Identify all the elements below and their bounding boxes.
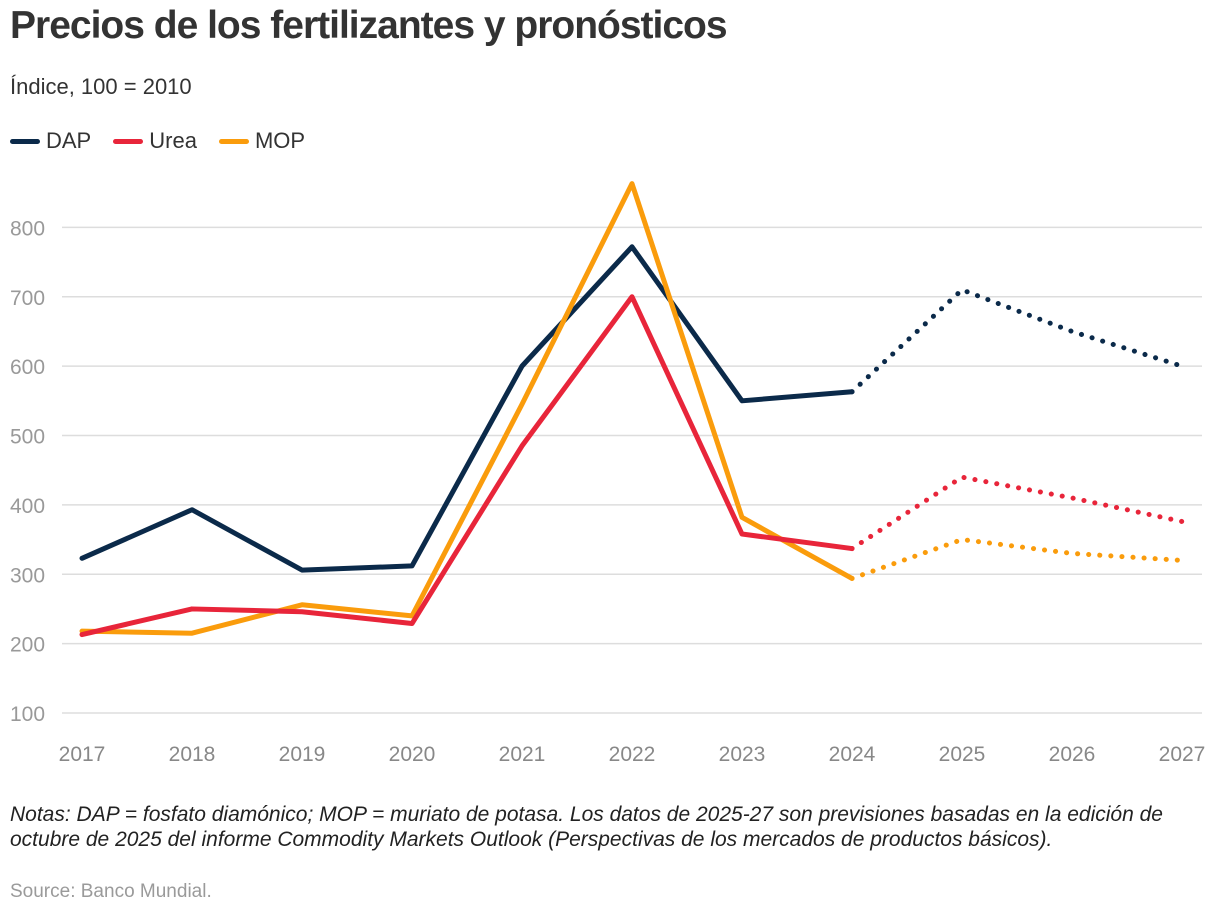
y-tick-label-300: 300 [10, 564, 45, 587]
series-forecast-line-urea [849, 474, 1185, 552]
y-tick-label-800: 800 [10, 217, 45, 240]
legend-swatch-mop [218, 138, 249, 144]
series-line-dap [79, 244, 855, 573]
x-tick-label-2025: 2025 [939, 743, 986, 766]
x-tick-label-2027: 2027 [1159, 743, 1206, 766]
series-line-urea [79, 294, 855, 638]
chart-notes: Notas: DAP = fosfato diamónico; MOP = mu… [10, 803, 1163, 851]
series-line-mop [79, 181, 855, 636]
line-chart: 100 200 300 400 500 600 700 800 2017 2018 2019 2020… [10, 181, 1206, 766]
x-tick-label-2021: 2021 [499, 743, 546, 766]
legend-item-urea[interactable]: Urea [113, 128, 197, 154]
x-tick-label-2020: 2020 [389, 743, 436, 766]
x-tick-label-2024: 2024 [829, 743, 876, 766]
legend-item-mop[interactable]: MOP [218, 128, 306, 154]
legend-label-urea: Urea [149, 128, 197, 153]
y-tick-label-700: 700 [10, 287, 45, 310]
x-tick-label-2022: 2022 [609, 743, 656, 766]
legend-label-dap: DAP [46, 128, 92, 153]
chart-title: Precios de los fertilizantes y pronóstic… [10, 4, 728, 47]
legend: DAP Urea MOP [10, 128, 327, 154]
legend-item-dap[interactable]: DAP [10, 128, 91, 154]
chart-source: Source: Banco Mundial. [10, 881, 212, 902]
series-forecast-line-mop [849, 537, 1185, 581]
y-tick-label-500: 500 [10, 426, 45, 449]
y-tick-label-100: 100 [10, 703, 45, 726]
y-tick-label-200: 200 [10, 634, 45, 657]
x-tick-label-2026: 2026 [1049, 743, 1096, 766]
y-tick-label-400: 400 [10, 495, 45, 518]
x-tick-label-2018: 2018 [169, 743, 216, 766]
legend-swatch-dap [10, 138, 40, 144]
y-tick-label-600: 600 [10, 356, 45, 379]
chart-subtitle: Índice, 100 = 2010 [10, 74, 192, 99]
x-tick-label-2023: 2023 [719, 743, 766, 766]
series-forecast-line-dap [849, 287, 1185, 395]
x-tick-label-2019: 2019 [279, 743, 326, 766]
legend-label-mop: MOP [254, 128, 306, 153]
legend-swatch-urea [113, 138, 144, 144]
x-tick-label-2017: 2017 [59, 743, 106, 766]
